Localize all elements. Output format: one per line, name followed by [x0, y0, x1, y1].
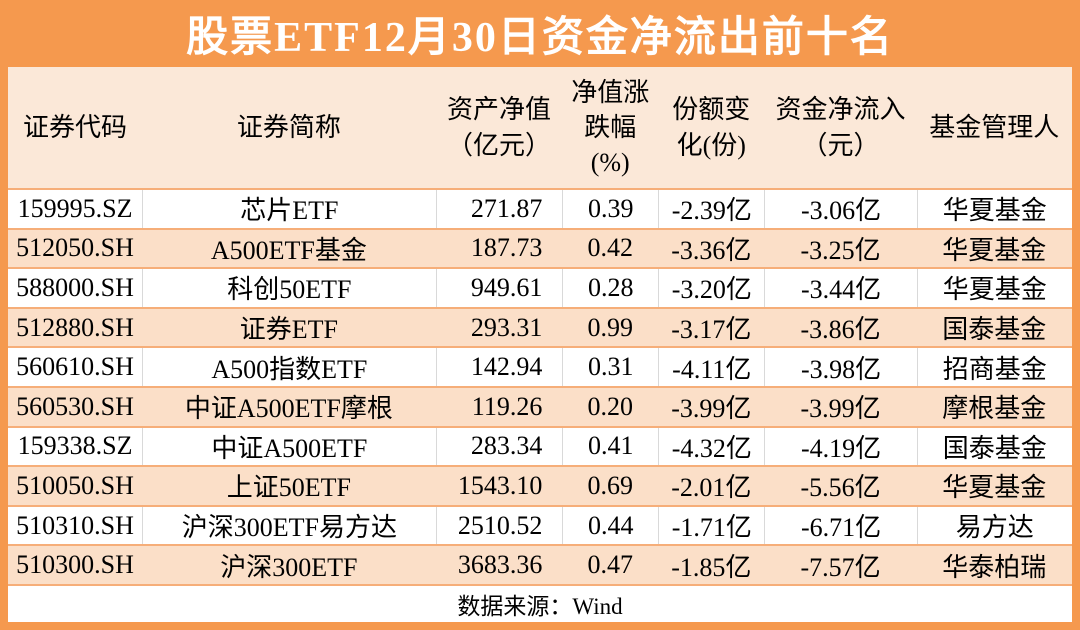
cell-code: 560610.SH [16, 352, 134, 382]
cell-share-change: -4.32亿 [658, 427, 764, 466]
cell-code: 560530.SH [16, 391, 134, 421]
cell-nav: 1543.10 [457, 470, 543, 500]
cell-nav: 142.94 [435, 348, 563, 386]
cell-manager: 国泰基金 [942, 315, 1047, 345]
data-source: 数据来源：Wind [8, 586, 1072, 622]
cell-nav: 2510.52 [435, 506, 563, 545]
table-row: 510300.SH 沪深300ETF 3683.36 0.47 -1.85亿 -7.57亿… [8, 546, 1072, 586]
cell-share-change: -3.36亿 [671, 235, 752, 265]
cell-share-change: -2.01亿 [671, 473, 752, 503]
cell-name: 上证50ETF [226, 473, 351, 503]
table-row: 560610.SH A500指数ETF 142.94 0.31 -4.11亿 -3.98亿… [8, 348, 1072, 388]
column-header-change-pct: 净值涨 跌幅 (%) [571, 77, 650, 178]
cell-name: A500指数ETF [142, 348, 436, 386]
column-header-manager: 基金管理人 [929, 112, 1060, 142]
cell-nav: 271.87 [435, 190, 563, 228]
cell-share-change: -1.85亿 [671, 552, 752, 582]
cell-manager: 华夏基金 [916, 269, 1072, 307]
cell-manager: 摩根基金 [942, 394, 1047, 424]
column-header-nav: 资产净值 （亿元） [447, 95, 552, 160]
cell-share-change: -3.17亿 [671, 315, 752, 345]
cell-nav: 293.31 [470, 312, 543, 342]
cell-code: 510310.SH [16, 510, 134, 540]
cell-code: 159995.SZ [17, 193, 133, 223]
column-header-name: 证券简称 [236, 112, 341, 142]
cell-manager: 华夏基金 [942, 473, 1047, 503]
column-header-net-inflow: 资金净流入 （元） [775, 95, 906, 160]
cell-share-change: -1.71亿 [658, 506, 764, 545]
cell-nav: 3683.36 [457, 550, 543, 580]
cell-share-change: -3.20亿 [658, 269, 764, 307]
table-row: 510310.SH 沪深300ETF易方达 2510.52 0.44 -1.71亿 -6.… [8, 506, 1072, 547]
column-header-code: 证券代码 [23, 112, 128, 142]
table-row: 159995.SZ 芯片ETF 271.87 0.39 -2.39亿 -3.06亿 华夏基金 [8, 190, 1072, 230]
cell-net-inflow: -3.98亿 [764, 348, 916, 386]
cell-change-pct: 0.31 [562, 348, 658, 386]
cell-name: 中证A500ETF摩根 [184, 394, 393, 424]
cell-name: 芯片ETF [142, 190, 436, 228]
cell-manager: 国泰基金 [916, 427, 1072, 466]
cell-net-inflow: -3.06亿 [764, 190, 916, 228]
etf-outflow-table: 证券代码 证券简称 资产净值 （亿元） 净值涨 跌幅 (%) 份额变 化(份) 资金净流入… [8, 67, 1072, 622]
table-row: 512880.SH 证券ETF 293.31 0.99 -3.17亿 -3.86亿 国泰基金 [8, 308, 1072, 349]
cell-net-inflow: -7.57亿 [800, 552, 881, 582]
cell-share-change: -3.99亿 [671, 394, 752, 424]
table-title: 股票ETF12月30日资金净流出前十名 [186, 15, 894, 61]
cell-code: 512050.SH [16, 233, 134, 263]
cell-name: 中证A500ETF [142, 427, 436, 466]
cell-net-inflow: -3.25亿 [800, 235, 881, 265]
cell-change-pct: 0.28 [562, 269, 658, 307]
cell-name: 沪深300ETF易方达 [142, 506, 436, 545]
cell-change-pct: 0.42 [587, 233, 633, 263]
cell-name: 沪深300ETF [220, 552, 358, 582]
header-row: 证券代码 证券简称 资产净值 （亿元） 净值涨 跌幅 (%) 份额变 化(份) 资金净流入… [8, 67, 1072, 190]
cell-change-pct: 0.39 [562, 190, 658, 228]
cell-change-pct: 0.99 [587, 312, 633, 342]
cell-manager: 华夏基金 [942, 235, 1047, 265]
cell-net-inflow: -3.99亿 [800, 394, 881, 424]
cell-code: 510050.SH [16, 470, 134, 500]
cell-code: 512880.SH [16, 312, 134, 342]
cell-name: A500ETF基金 [210, 235, 367, 265]
cell-change-pct: 0.20 [587, 391, 633, 421]
cell-manager: 华夏基金 [916, 190, 1072, 228]
cell-nav: 187.73 [470, 233, 543, 263]
table-row: 159338.SZ 中证A500ETF 283.34 0.41 -4.32亿 -4.19亿… [8, 427, 1072, 468]
cell-code: 510300.SH [16, 550, 134, 580]
cell-net-inflow: -3.86亿 [800, 315, 881, 345]
cell-net-inflow: -4.19亿 [764, 427, 916, 466]
cell-nav: 119.26 [471, 391, 543, 421]
cell-change-pct: 0.47 [587, 550, 633, 580]
cell-name: 证券ETF [239, 315, 338, 345]
table-row: 560530.SH 中证A500ETF摩根 119.26 0.20 -3.99亿 -3.9… [8, 387, 1072, 428]
cell-manager: 招商基金 [916, 348, 1072, 386]
cell-nav: 949.61 [435, 269, 563, 307]
cell-code: 588000.SH [16, 272, 134, 302]
cell-share-change: -4.11亿 [658, 348, 764, 386]
table-row: 512050.SH A500ETF基金 187.73 0.42 -3.36亿 -3.25亿… [8, 229, 1072, 270]
table-row: 588000.SH 科创50ETF 949.61 0.28 -3.20亿 -3.44亿 华夏… [8, 269, 1072, 309]
table-body: 159995.SZ 芯片ETF 271.87 0.39 -2.39亿 -3.06亿 华夏基金… [8, 190, 1072, 586]
cell-change-pct: 0.44 [562, 506, 658, 545]
cell-nav: 283.34 [435, 427, 563, 466]
cell-change-pct: 0.41 [562, 427, 658, 466]
cell-code: 159338.SZ [17, 431, 133, 461]
cell-share-change: -2.39亿 [658, 190, 764, 228]
cell-name: 科创50ETF [142, 269, 436, 307]
cell-change-pct: 0.69 [587, 470, 633, 500]
cell-net-inflow: -6.71亿 [764, 506, 916, 545]
cell-manager: 易方达 [916, 506, 1072, 545]
table-row: 510050.SH 上证50ETF 1543.10 0.69 -2.01亿 -5.56亿 华… [8, 467, 1072, 507]
cell-net-inflow: -3.44亿 [764, 269, 916, 307]
cell-net-inflow: -5.56亿 [800, 473, 881, 503]
column-header-share-change: 份额变 化(份) [672, 95, 751, 160]
cell-manager: 华泰柏瑞 [942, 552, 1047, 582]
